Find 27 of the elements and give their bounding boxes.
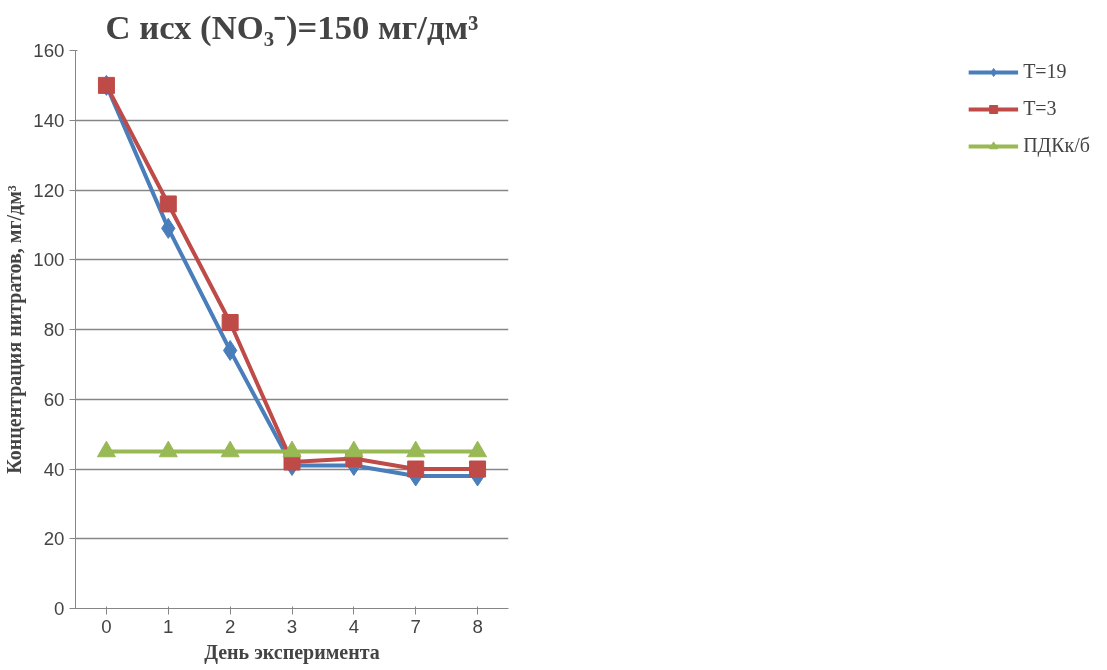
y-axis-title: Концентрация нитратов, мг/дм³ (3, 185, 27, 474)
x-tick-label: 7 (410, 615, 421, 637)
y-tick-label: 60 (43, 388, 65, 410)
x-tick-label: 4 (348, 615, 360, 637)
point (221, 314, 239, 332)
x-tick-label: 0 (101, 615, 112, 637)
point (222, 339, 238, 361)
legend-label: ПДКк/б (1023, 134, 1090, 157)
x-tick-label: 3 (286, 615, 298, 637)
x-tick-label: 2 (224, 615, 236, 637)
y-tick-label: 160 (33, 40, 65, 61)
y-tick-label: 40 (43, 458, 65, 480)
chart-title: C исх (NO₃⁻)=150 мг/дм³ (105, 7, 479, 47)
y-tick-label: 120 (33, 179, 65, 201)
y-tick-label: 140 (33, 109, 65, 131)
y-tick-label: 0 (54, 598, 65, 619)
legend-label: T=19 (1023, 60, 1067, 83)
x-tick-label: 8 (472, 615, 483, 637)
point (407, 460, 425, 478)
x-tick-label: 1 (163, 615, 174, 637)
x-axis-title: День эксперимента (204, 640, 380, 664)
legend-label: T=3 (1023, 97, 1057, 120)
point (159, 195, 177, 213)
y-tick-label: 20 (43, 528, 65, 550)
point (469, 460, 487, 478)
y-tick-label: 100 (33, 249, 65, 271)
y-tick-label: 80 (43, 319, 65, 340)
